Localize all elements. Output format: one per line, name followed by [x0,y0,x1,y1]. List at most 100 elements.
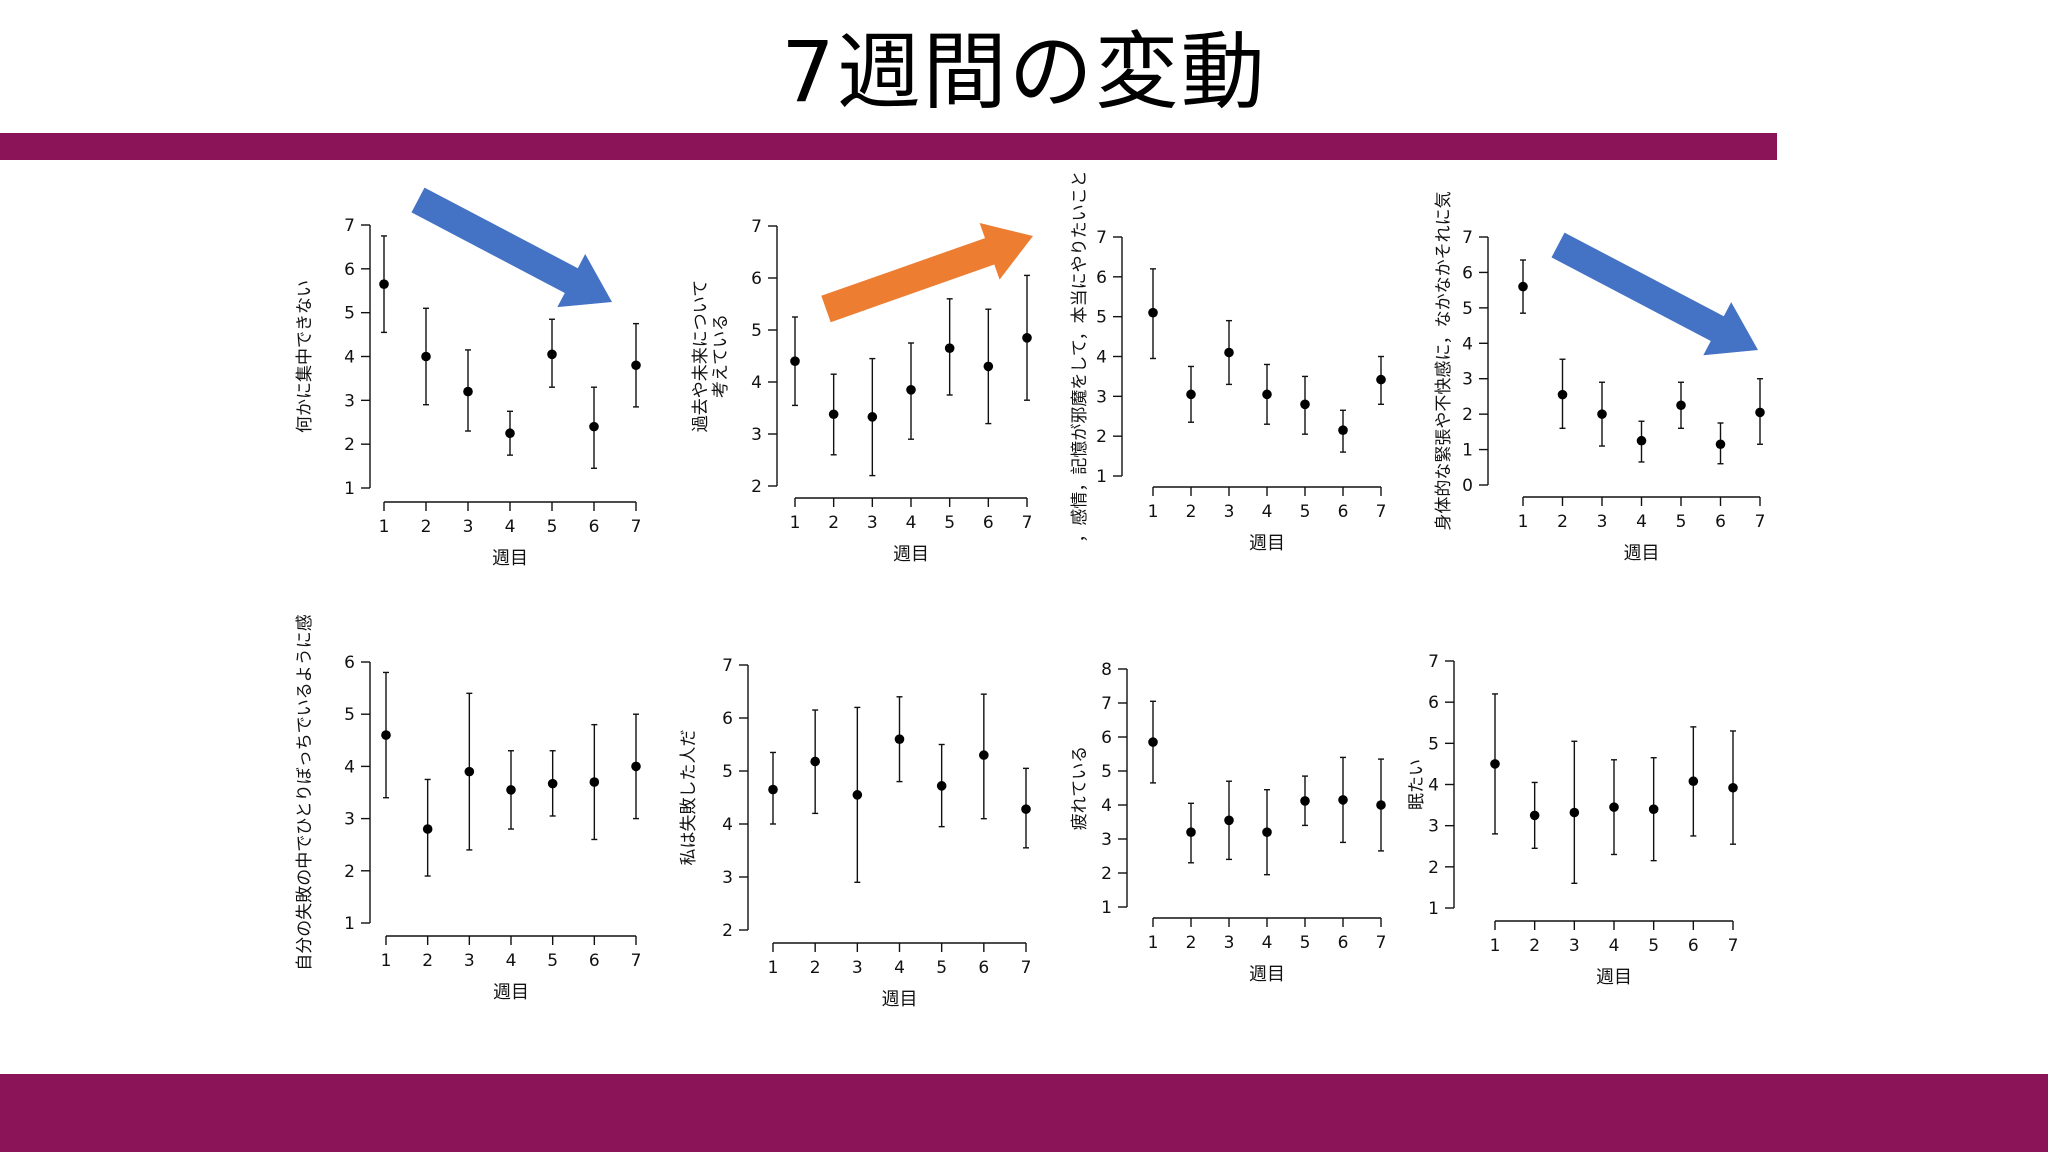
y-tick-label: 2 [1101,864,1112,884]
y-axis-label: 何かに集中できない [295,280,315,433]
y-axis-label: ，感情，記憶が邪魔をして，本当にやりたいこと [1070,170,1090,542]
data-point [867,412,878,422]
x-tick-label: 4 [506,951,517,971]
chart-panel-3: 1 2 3 4 5 6 7 1 2 3 4 5 6 7 週目 ，感情，記憶が邪魔をして，本当にやりたいこと [1070,170,1386,554]
data-point [1609,802,1619,812]
data-point [1224,815,1234,826]
data-point [944,343,955,354]
y-tick-label: 4 [722,815,733,835]
y-tick-label: 1 [344,479,355,499]
x-tick-label: 5 [1300,502,1311,522]
x-tick-label: 2 [810,958,821,978]
x-tick-label: 3 [464,951,475,971]
y-tick-label: 6 [1101,728,1112,748]
x-tick-label: 4 [1262,933,1273,953]
x-tick-label: 6 [1715,512,1726,532]
x-tick-label: 5 [547,951,558,971]
data-point [1676,400,1686,411]
chart-panel-4: 0 1 2 3 4 5 6 7 1 2 3 4 5 6 7 週目 身体的な緊張や不快感に，なかなかそれに気 [1434,191,1765,564]
chart-panel-8: 1 2 3 4 5 6 7 1 2 3 4 5 6 7 週目 眠たい [1407,652,1738,988]
x-tick-label: 6 [978,958,989,978]
x-tick-label: 4 [1636,512,1647,532]
data-point [1490,759,1500,769]
y-tick-label: 1 [344,914,355,934]
data-point [1148,737,1158,747]
y-tick-label: 4 [1428,776,1439,796]
x-tick-label: 2 [1557,512,1568,532]
data-point [1728,782,1738,793]
x-tick-label: 7 [631,517,642,537]
x-tick-label: 7 [1022,513,1033,533]
x-tick-label: 3 [1224,502,1235,522]
y-tick-label: 0 [1462,476,1473,496]
y-axis-label-line: 身体的な緊張や不快感に，なかなかそれに気 [1434,191,1454,530]
y-tick-label: 7 [1101,694,1112,714]
y-tick-label: 4 [344,757,355,777]
data-point [1597,409,1607,419]
x-axis-label: 週目 [1596,967,1632,988]
y-axis-label-line: 過去や未来について [691,280,711,433]
trend-arrow-up [821,223,1033,323]
data-point [463,386,473,397]
data-point [1148,307,1158,318]
data-point [589,421,599,432]
chart-panel-7: 1 2 3 4 5 6 7 8 1 2 3 4 5 6 7 週目 疲れている [1070,660,1386,985]
y-tick-label: 6 [1428,693,1439,713]
data-point [379,279,389,289]
data-point [906,385,916,395]
data-point [1715,439,1726,450]
y-tick-label: 2 [344,862,355,882]
x-tick-label: 7 [631,951,642,971]
x-tick-label: 3 [463,517,474,537]
x-tick-label: 4 [906,513,917,533]
chart-panel-2: 2 3 4 5 6 7 1 2 3 4 5 6 7 週目 過去や未来について考えている [691,217,1032,565]
data-point [547,349,557,360]
y-axis-label-line: 眠たい [1407,759,1427,810]
data-point [1224,347,1234,358]
y-tick-label: 5 [1428,734,1439,754]
y-tick-label: 1 [1462,441,1473,461]
x-tick-label: 2 [422,951,433,971]
y-tick-label: 7 [722,656,733,676]
y-axis-label-line: 疲れている [1070,746,1090,831]
x-tick-label: 2 [1186,933,1197,953]
x-tick-label: 3 [852,958,863,978]
x-tick-label: 1 [790,513,801,533]
data-point [894,734,905,744]
y-tick-label: 8 [1101,660,1112,680]
y-tick-label: 7 [344,216,355,236]
x-tick-label: 3 [1597,512,1608,532]
data-point [506,785,516,795]
y-tick-label: 4 [1101,796,1112,816]
data-point [790,356,800,367]
x-axis-label: 週目 [492,548,528,569]
y-axis-label: 過去や未来について考えている [691,280,731,433]
y-tick-label: 7 [1096,228,1107,248]
data-point [979,750,989,760]
x-tick-label: 3 [867,513,878,533]
x-tick-label: 2 [828,513,839,533]
x-tick-label: 1 [768,958,779,978]
y-tick-label: 3 [344,810,355,830]
data-point [421,351,431,362]
x-tick-label: 3 [1569,936,1580,956]
y-tick-label: 6 [1096,268,1107,288]
y-tick-label: 6 [1462,263,1473,283]
data-point [381,730,391,740]
y-tick-label: 5 [344,705,355,725]
x-tick-label: 1 [1148,502,1159,522]
data-point [1300,796,1310,806]
y-tick-label: 2 [1428,858,1439,878]
y-tick-label: 6 [722,709,733,729]
y-tick-label: 1 [1096,467,1107,487]
x-tick-label: 5 [944,513,955,533]
data-point [631,360,641,371]
y-tick-label: 3 [344,391,355,411]
data-point [1569,807,1580,818]
x-tick-label: 6 [983,513,994,533]
x-tick-label: 7 [1376,933,1387,953]
y-axis-label: 眠たい [1407,759,1427,810]
y-tick-label: 7 [1462,228,1473,248]
data-point [1636,435,1647,446]
x-tick-label: 6 [1688,936,1699,956]
